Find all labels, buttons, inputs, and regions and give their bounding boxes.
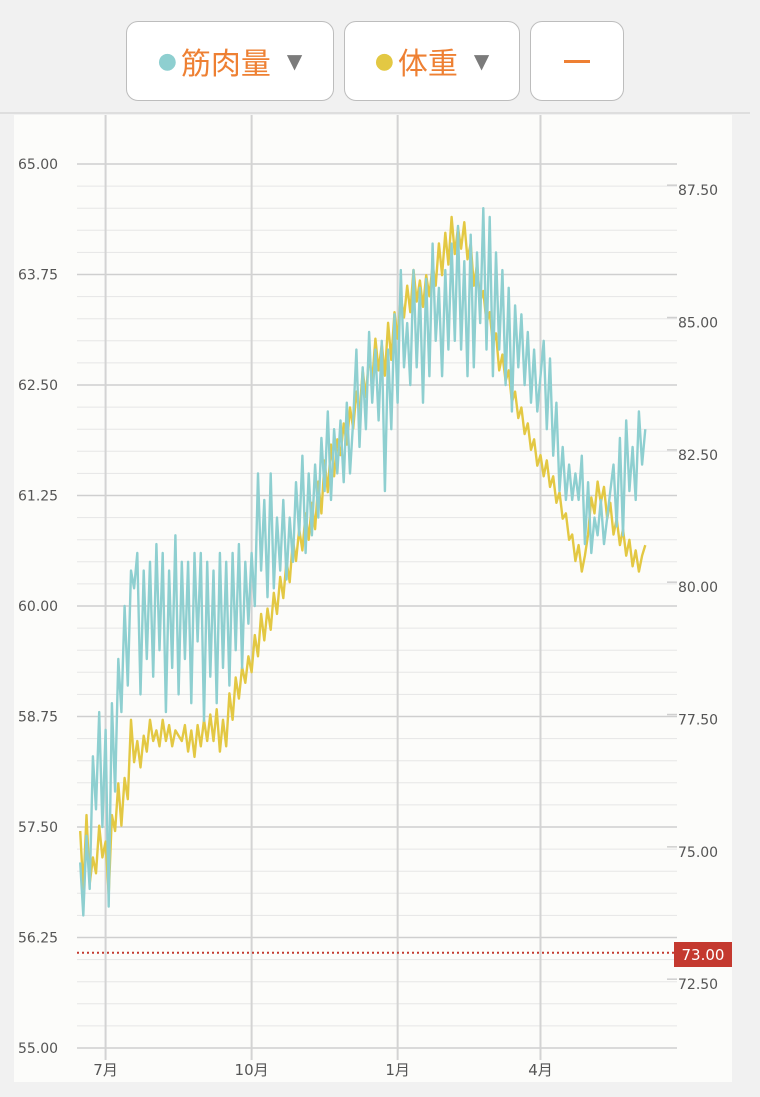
y-left-tick-label: 61.25 <box>18 489 58 505</box>
y-right-tick-label: 87.50 <box>678 183 718 199</box>
caret-down-icon: ▼ <box>473 49 490 73</box>
muscle-series-dropdown[interactable]: ● 筋肉量 ▼ <box>126 21 334 101</box>
chart-toolbar: ● 筋肉量 ▼ ● 体重 ▼ <box>0 0 750 114</box>
y-right-tick-label: 72.50 <box>678 977 718 993</box>
minus-icon <box>564 59 590 63</box>
x-tick-label: 7月 <box>93 1061 118 1079</box>
right-margin <box>732 115 760 1082</box>
y-left-tick-label: 57.50 <box>18 820 58 836</box>
muscle-series-label: 筋肉量 <box>180 47 271 82</box>
chart-svg: 55.00 56.25 57.50 58.75 60.00 61.25 62.50 63.75… <box>18 115 732 1079</box>
dot-icon: ● <box>374 48 394 74</box>
weight-series-dropdown[interactable]: ● 体重 ▼ <box>344 21 520 101</box>
weight-series-label: 体重 <box>397 47 458 82</box>
y-left-tick-label: 55.00 <box>18 1041 58 1057</box>
y-right-tick-label: 82.50 <box>678 448 718 464</box>
y-right-tick-label: 75.00 <box>678 845 718 861</box>
y-left-tick-label: 56.25 <box>18 931 58 947</box>
dot-icon: ● <box>157 48 177 74</box>
chart-area: 55.00 56.25 57.50 58.75 60.00 61.25 62.50 63.75… <box>14 115 732 1082</box>
y-left-tick-label: 58.75 <box>18 710 58 726</box>
reference-line-label: 73.00 <box>674 942 732 967</box>
y-left-tick-label: 65.00 <box>18 157 58 173</box>
x-tick-label: 10月 <box>235 1061 269 1079</box>
y-left-tick-label: 62.50 <box>18 378 58 394</box>
x-tick-label: 4月 <box>528 1061 553 1079</box>
y-right-tick-label: 77.50 <box>678 713 718 729</box>
caret-down-icon: ▼ <box>286 49 303 73</box>
x-tick-label: 1月 <box>385 1061 410 1079</box>
y-right-tick-label: 85.00 <box>678 316 718 332</box>
muscle-series-line <box>79 206 647 917</box>
y-left-tick-label: 60.00 <box>18 599 58 615</box>
remove-series-button[interactable] <box>530 21 624 101</box>
y-right-tick-label: 80.00 <box>678 580 718 596</box>
y-left-tick-label: 63.75 <box>18 268 58 284</box>
